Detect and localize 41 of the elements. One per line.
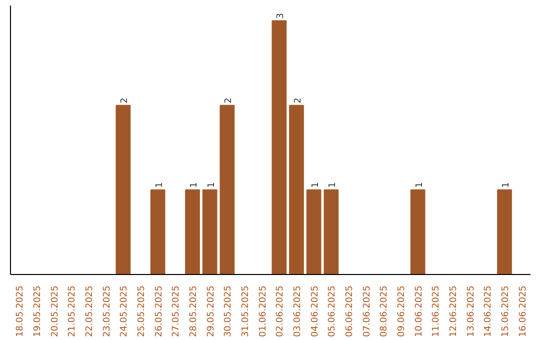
x-tick-label: 03.06.2025 [293,286,303,338]
x-tick-label: 15.06.2025 [501,286,511,338]
x-tick-label: 10.06.2025 [414,286,424,338]
x-tick-label: 04.06.2025 [310,286,320,338]
x-tick-label: 01.06.2025 [258,286,268,338]
x-tick-label: 16.06.2025 [518,286,528,338]
data-label: 1 [502,182,512,188]
x-tick-label: 21.05.2025 [68,286,78,338]
data-label: 2 [294,98,304,104]
data-label: 2 [224,98,234,104]
x-tick-label: 06.06.2025 [345,286,355,338]
data-label: 1 [206,182,217,188]
x-tick-label: 08.06.2025 [380,286,390,338]
x-tick-label: 26.05.2025 [154,286,164,338]
data-label: 3 [276,12,286,19]
x-tick-label: 13.06.2025 [466,286,476,338]
data-label: 1 [414,182,425,188]
x-tick-label: 05.06.2025 [328,286,338,338]
data-label: 1 [328,182,338,188]
data-label: 2 [120,98,130,104]
x-tick-label: 23.05.2025 [102,286,112,338]
x-tick-label: 20.05.2025 [50,286,60,338]
x-tick-label: 27.05.2025 [172,286,182,338]
x-tick-label: 09.06.2025 [397,286,407,338]
x-tick-label: 31.05.2025 [241,286,251,338]
x-tick-label: 22.05.2025 [85,286,95,338]
x-tick-label: 30.05.2025 [224,286,234,338]
x-tick-label: 28.05.2025 [189,286,199,338]
data-label: 1 [310,182,321,188]
x-tick-label: 24.05.2025 [120,286,130,338]
x-tick-label: 25.05.2025 [137,286,147,338]
x-tick-label: 11.06.2025 [432,286,442,338]
x-tick-label: 12.06.2025 [449,286,459,338]
x-tick-label: 18.05.2025 [16,286,26,338]
x-tick-label: 19.05.2025 [33,286,43,338]
data-label: 1 [190,182,200,188]
x-tick-label: 07.06.2025 [362,286,372,338]
x-tick-label: 14.06.2025 [484,286,494,338]
x-tick-label: 29.05.2025 [206,286,216,338]
x-tick-label: 02.06.2025 [276,286,286,338]
data-label: 1 [154,182,165,188]
